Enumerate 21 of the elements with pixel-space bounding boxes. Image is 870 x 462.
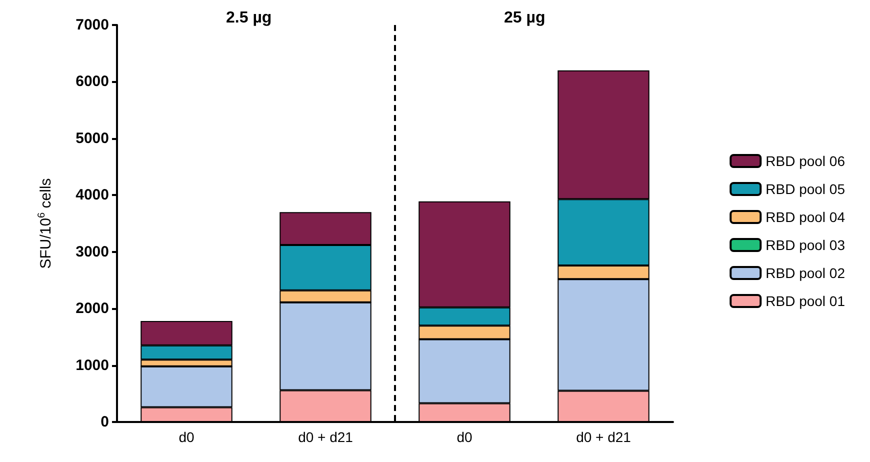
- legend-label: RBD pool 02: [766, 265, 846, 281]
- legend-label: RBD pool 01: [766, 293, 846, 309]
- y-tick-label: 0: [100, 414, 109, 430]
- y-tick-label: 7000: [76, 16, 109, 34]
- y-tick-label: 6000: [76, 73, 109, 90]
- legend-label: RBD pool 03: [766, 237, 846, 253]
- legend-label: RBD pool 05: [766, 181, 846, 197]
- annotation: 25 µg: [504, 10, 546, 26]
- y-axis-title: SFU/106 cells: [36, 178, 54, 269]
- y-tick-label: 2000: [76, 300, 109, 318]
- y-tick-label: 4000: [76, 186, 109, 204]
- annotation: 2.5 µg: [226, 10, 272, 26]
- y-tick-label: 1000: [76, 356, 109, 374]
- x-tick-label: d0 + d21: [576, 429, 632, 445]
- x-tick-label: d0: [178, 429, 194, 445]
- x-tick-label: d0: [456, 429, 472, 445]
- legend-label: RBD pool 04: [766, 209, 846, 225]
- x-tick-label: d0 + d21: [298, 429, 354, 445]
- y-tick-label: 3000: [76, 243, 109, 260]
- legend-label: RBD pool 06: [766, 153, 846, 169]
- y-tick-label: 5000: [76, 130, 109, 147]
